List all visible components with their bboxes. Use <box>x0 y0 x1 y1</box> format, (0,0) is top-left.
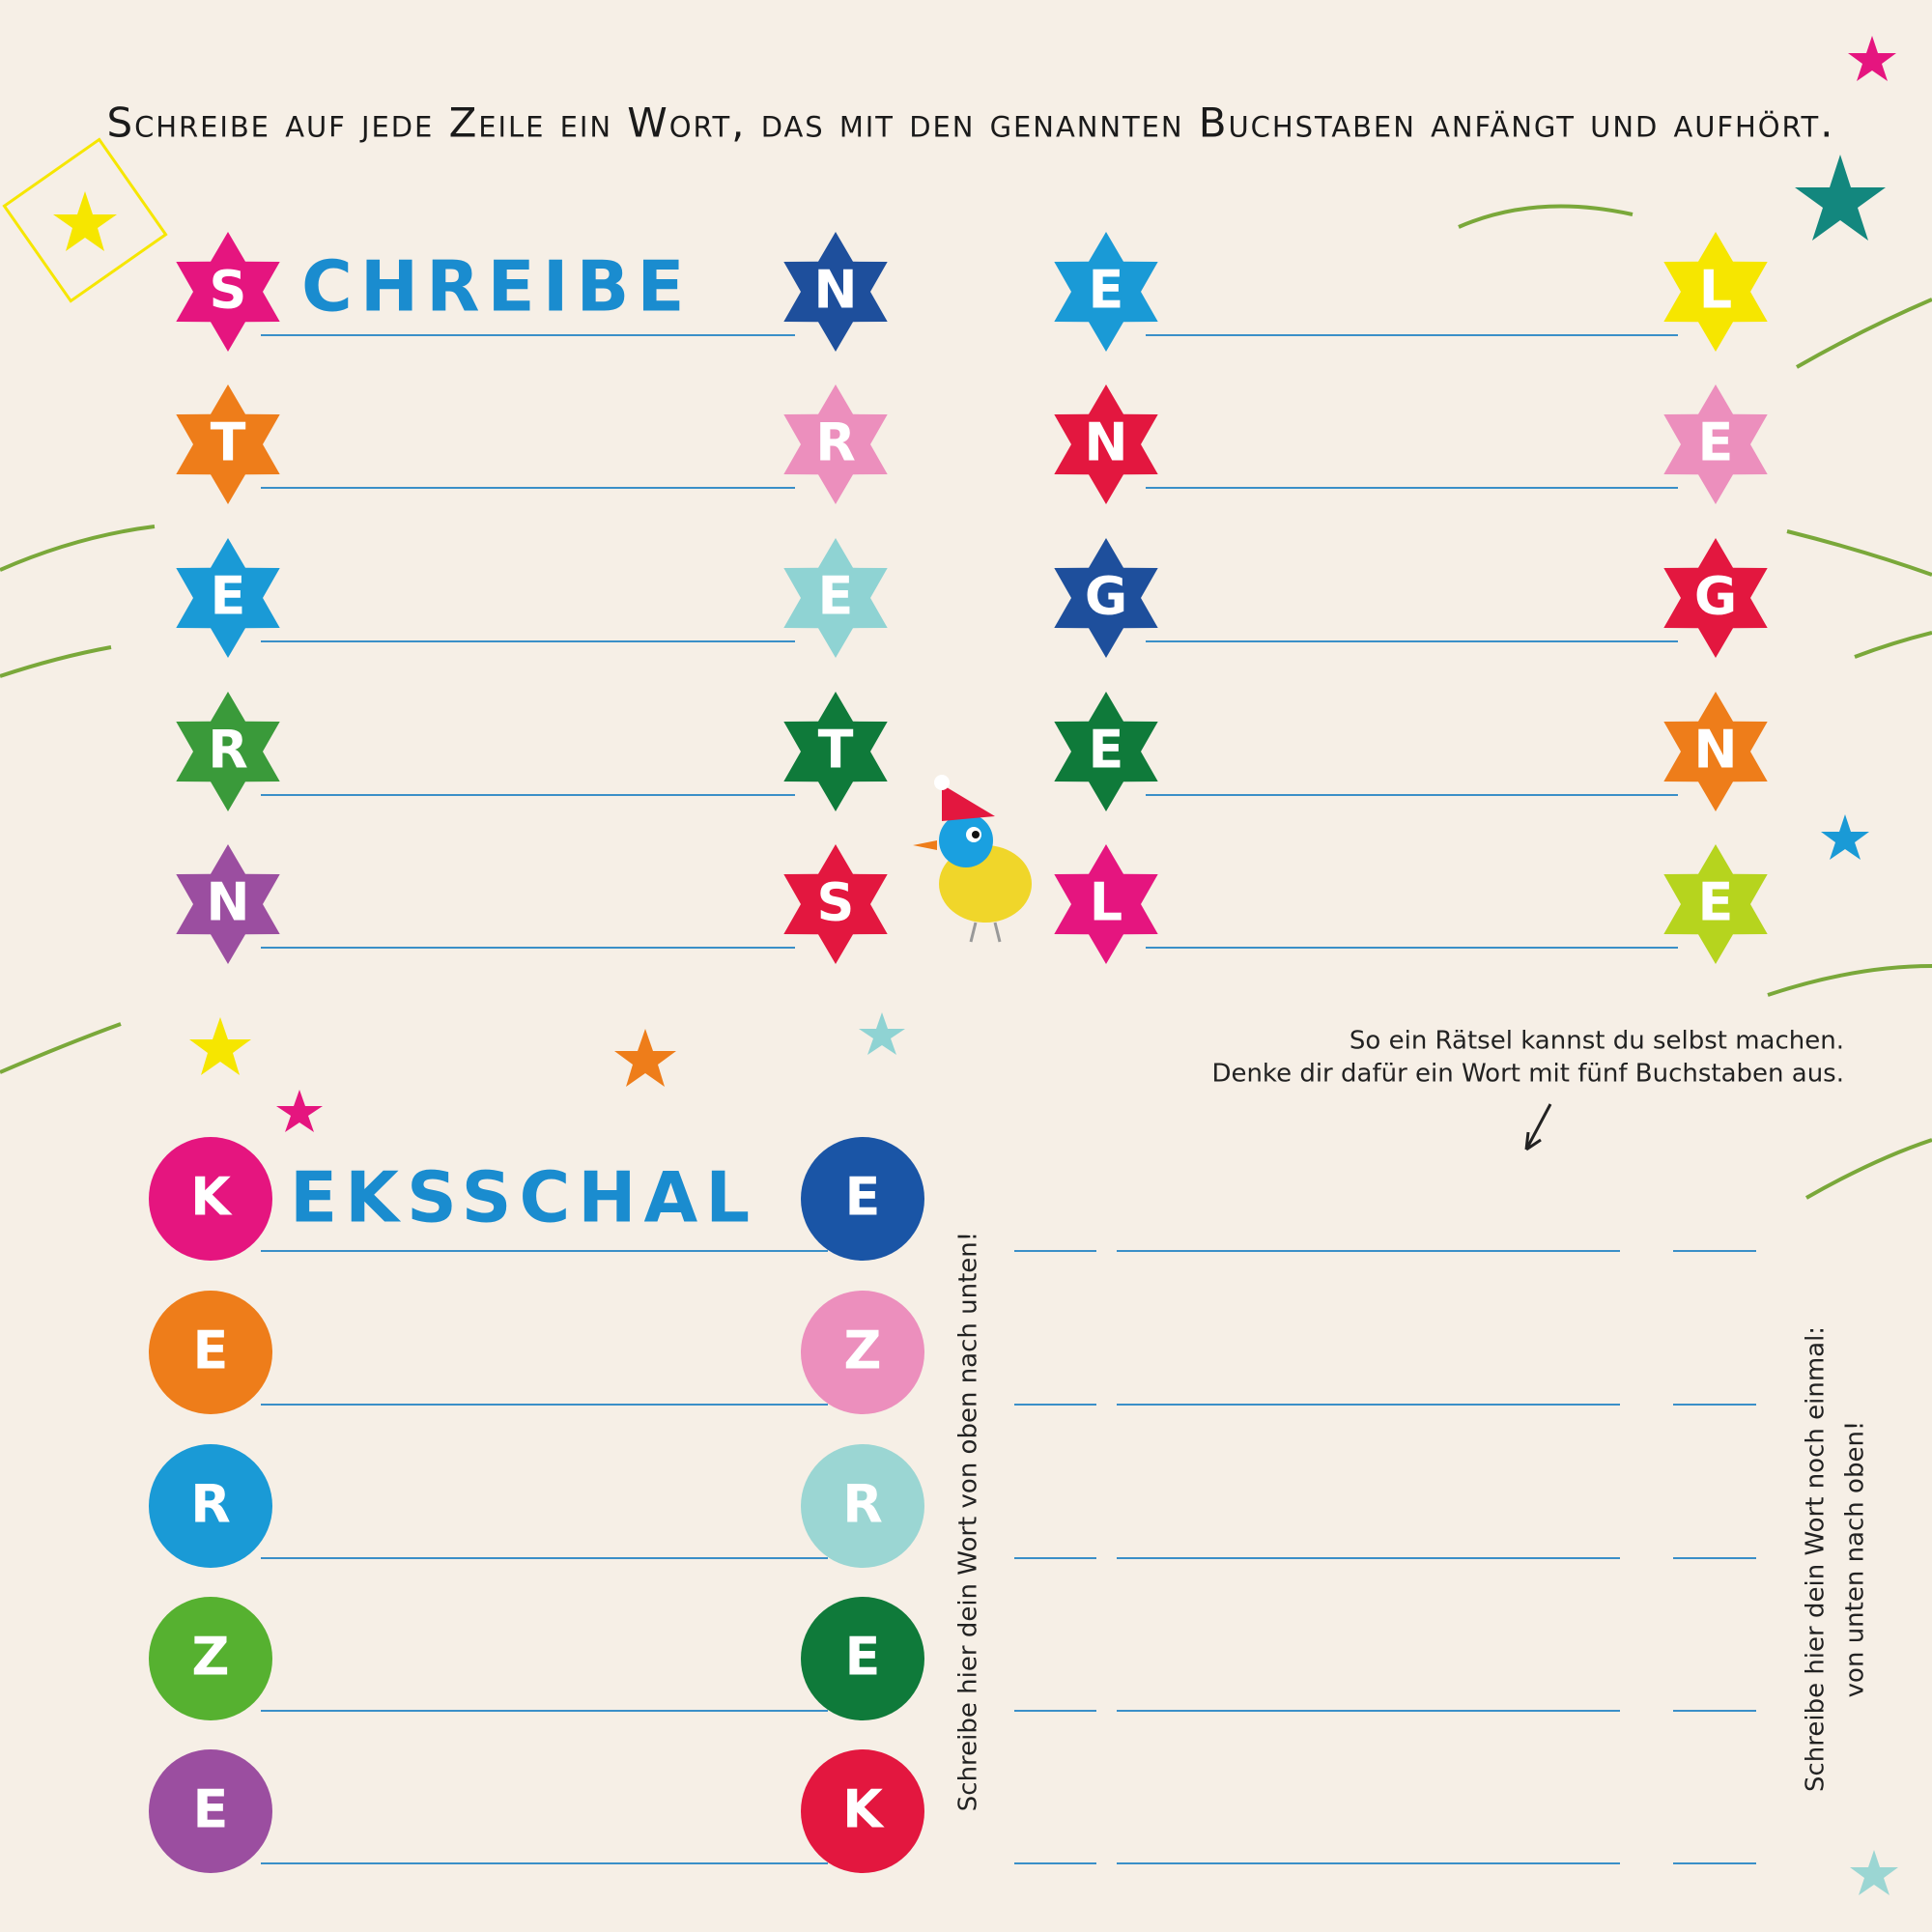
star <box>783 384 888 504</box>
start-letter: E <box>193 1779 229 1840</box>
star <box>176 232 280 352</box>
end-letter: E <box>1698 412 1734 473</box>
end-letter: E <box>845 1627 881 1688</box>
up-note: Schreibe hier dein Wort noch einmal: <box>1802 1326 1831 1792</box>
end-letter: R <box>815 412 856 473</box>
star <box>1054 232 1158 352</box>
star <box>783 844 888 964</box>
example-word: CHREIBE <box>301 246 693 327</box>
hint-line: So ein Rätsel kannst du selbst machen. <box>1350 1027 1844 1056</box>
circle <box>801 1597 924 1720</box>
star <box>1663 232 1768 352</box>
start-letter: N <box>1084 412 1127 473</box>
start-letter: E <box>211 566 246 627</box>
star <box>1054 844 1158 964</box>
end-letter: S <box>817 872 855 933</box>
end-letter: Z <box>843 1321 881 1381</box>
end-letter: N <box>1693 720 1737 781</box>
circle <box>801 1749 924 1873</box>
down-note: Schreibe hier dein Wort von oben nach un… <box>954 1232 983 1811</box>
star <box>783 692 888 811</box>
start-letter: S <box>210 260 247 321</box>
start-letter: E <box>1089 260 1124 321</box>
circle <box>149 1597 272 1720</box>
star <box>1663 692 1768 811</box>
start-letter: E <box>193 1321 229 1381</box>
up-note: von unten nach oben! <box>1841 1421 1870 1698</box>
example-word: EKSSCHAL <box>290 1157 757 1238</box>
star <box>176 692 280 811</box>
start-letter: R <box>190 1474 231 1535</box>
end-letter: G <box>1694 566 1737 627</box>
end-letter: K <box>842 1779 885 1840</box>
star <box>1663 538 1768 658</box>
circle <box>801 1444 924 1568</box>
circle <box>149 1749 272 1873</box>
end-letter: T <box>818 720 854 781</box>
arrow <box>1524 1103 1552 1151</box>
circle <box>149 1444 272 1568</box>
start-letter: Z <box>191 1627 229 1688</box>
start-letter: L <box>1090 872 1122 933</box>
start-letter: N <box>206 872 249 933</box>
start-letter: G <box>1085 566 1127 627</box>
end-letter: E <box>818 566 854 627</box>
end-letter: R <box>842 1474 883 1535</box>
star <box>1663 844 1768 964</box>
decorations <box>0 36 1932 1895</box>
star <box>1054 384 1158 504</box>
star <box>783 538 888 658</box>
star <box>176 384 280 504</box>
circle <box>801 1137 924 1261</box>
end-letter: E <box>1698 872 1734 933</box>
start-letter: R <box>208 720 248 781</box>
instruction: Schreibe auf jede Zeile ein Wort, das mi… <box>107 99 1833 147</box>
start-letter: E <box>1089 720 1124 781</box>
star <box>1663 384 1768 504</box>
end-letter: E <box>845 1167 881 1228</box>
start-letter: T <box>211 412 246 473</box>
star <box>783 232 888 352</box>
circle <box>801 1291 924 1414</box>
circle <box>149 1137 272 1261</box>
end-letter: L <box>1699 260 1732 321</box>
star <box>176 844 280 964</box>
star <box>1054 538 1158 658</box>
start-letter: K <box>190 1167 233 1228</box>
circle <box>149 1291 272 1414</box>
star <box>176 538 280 658</box>
hint-line: Denke dir dafür ein Wort mit fünf Buchst… <box>1211 1060 1844 1089</box>
star <box>1054 692 1158 811</box>
end-letter: N <box>813 260 857 321</box>
